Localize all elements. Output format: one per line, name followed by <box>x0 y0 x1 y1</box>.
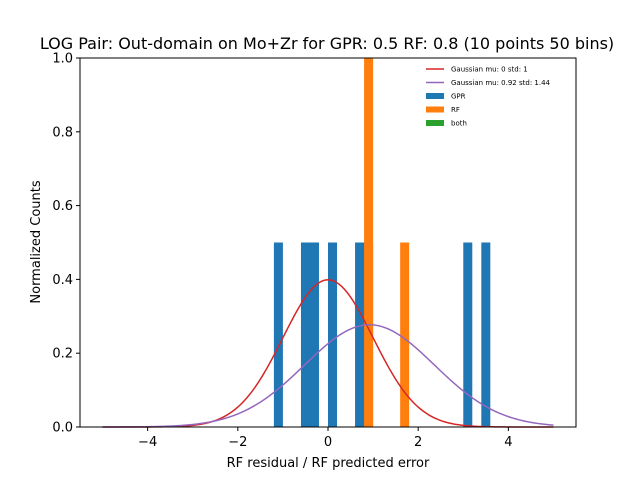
y-tick-label: 0.0 <box>52 421 73 436</box>
legend-label: RF <box>451 106 460 114</box>
plot-bars <box>273 58 491 427</box>
x-ticks: −4 −2 0 2 4 <box>138 427 513 450</box>
legend-label: GPR <box>451 93 466 101</box>
bar-rf-0 <box>364 58 374 427</box>
x-axis-label: RF residual / RF predicted error <box>227 456 430 471</box>
x-tick-label: 4 <box>504 435 512 450</box>
legend: Gaussian mu: 0 std: 1 Gaussian mu: 0.92 s… <box>426 66 551 128</box>
y-tick-label: 0.8 <box>52 125 73 140</box>
x-tick-label: 0 <box>324 435 332 450</box>
bar-gpr-5 <box>481 242 491 427</box>
x-tick-label: 2 <box>414 435 422 450</box>
bar-gpr-2 <box>328 242 338 427</box>
legend-patch-swatch <box>426 120 444 126</box>
y-tick-label: 0.6 <box>52 199 73 214</box>
bar-gpr-0 <box>273 242 283 427</box>
plot-curves <box>102 279 554 428</box>
y-tick-label: 1.0 <box>52 52 73 67</box>
legend-patch-swatch <box>426 106 444 113</box>
y-ticks: 0.0 0.2 0.4 0.6 0.8 1.0 <box>52 52 80 436</box>
legend-patch-swatch <box>426 93 444 99</box>
legend-label: Gaussian mu: 0 std: 1 <box>451 66 528 74</box>
chart-title: LOG Pair: Out-domain on Mo+Zr for GPR: 0… <box>40 34 614 53</box>
bar-rf-1 <box>400 242 410 427</box>
y-tick-label: 0.2 <box>52 347 73 362</box>
y-tick-label: 0.4 <box>52 273 73 288</box>
bar-gpr-4 <box>463 242 473 427</box>
legend-label: both <box>451 120 467 128</box>
bar-gpr-1 <box>300 242 319 427</box>
x-tick-label: −4 <box>138 435 157 450</box>
legend-label: Gaussian mu: 0.92 std: 1.44 <box>451 79 551 87</box>
gaussian-curve-1 <box>102 324 554 428</box>
y-axis-label: Normalized Counts <box>29 180 44 303</box>
x-tick-label: −2 <box>228 435 247 450</box>
